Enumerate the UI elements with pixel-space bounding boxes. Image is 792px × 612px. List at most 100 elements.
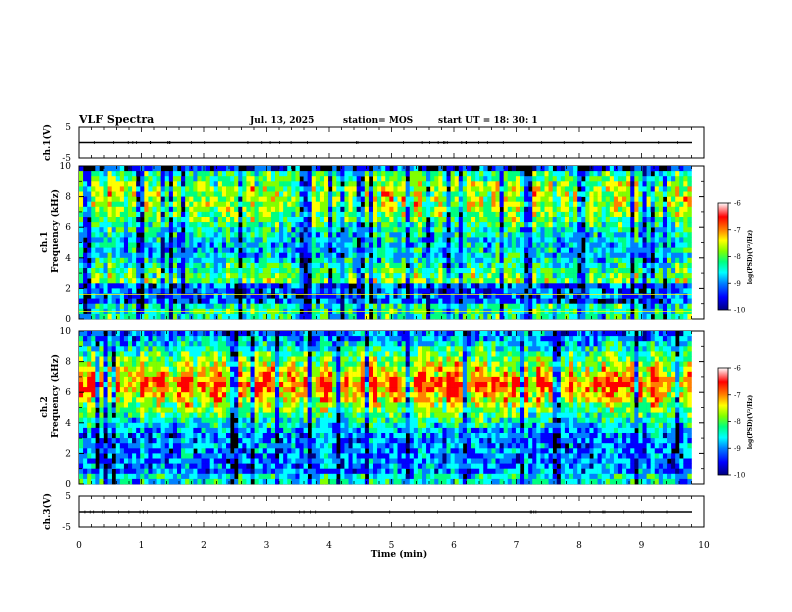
spectrogram-cell bbox=[511, 273, 517, 279]
spectrogram-cell bbox=[548, 237, 553, 243]
spectrogram-cell bbox=[185, 313, 190, 320]
spectrogram-cell bbox=[132, 453, 137, 459]
spectrogram-cell bbox=[128, 303, 133, 310]
spectrogram-cell bbox=[132, 478, 137, 485]
spectrogram-cell bbox=[336, 181, 341, 187]
spectrogram-cell bbox=[658, 278, 664, 284]
spectrogram-cell bbox=[544, 227, 549, 233]
spectrogram-cell bbox=[450, 293, 455, 299]
spectrogram-cell bbox=[430, 293, 435, 299]
spectrogram-cell bbox=[160, 417, 166, 424]
spectrogram-cell bbox=[687, 211, 692, 218]
spectrogram-cell bbox=[397, 217, 402, 223]
spectrogram-cell bbox=[99, 371, 104, 378]
spectrogram-cell bbox=[79, 407, 84, 413]
spectrogram-cell bbox=[658, 303, 664, 310]
spectrogram-cell bbox=[393, 278, 398, 284]
spectrogram-cell bbox=[266, 247, 272, 253]
spectrogram-cell bbox=[205, 268, 210, 274]
spectrogram-cell bbox=[156, 171, 161, 177]
spectrogram-cell bbox=[564, 191, 570, 197]
spectrogram-cell bbox=[83, 331, 88, 337]
spectrogram-cell bbox=[544, 171, 549, 177]
spectrogram-cell bbox=[254, 217, 259, 223]
spectrogram-cell bbox=[119, 171, 125, 177]
spectrogram-cell bbox=[434, 257, 439, 264]
spectrogram-cell bbox=[250, 262, 255, 269]
spectrogram-cell bbox=[119, 448, 125, 454]
spectrogram-cell bbox=[91, 171, 96, 177]
spectrogram-cell bbox=[172, 407, 178, 413]
spectrogram-cell bbox=[99, 412, 104, 418]
spectrogram-cell bbox=[471, 293, 476, 299]
spectrogram-cell bbox=[275, 206, 280, 213]
spectrogram-cell bbox=[91, 468, 96, 475]
spectrogram-cell bbox=[95, 196, 100, 202]
spectrogram-cell bbox=[283, 232, 288, 238]
spectrogram-cell bbox=[115, 336, 121, 342]
spectrogram-cell bbox=[389, 247, 394, 253]
spectrogram-cell bbox=[83, 206, 88, 213]
spectrogram-cell bbox=[115, 191, 121, 197]
spectrogram-cell bbox=[217, 206, 223, 213]
spectrogram-cell bbox=[205, 247, 210, 253]
spectrogram-cell bbox=[234, 176, 239, 182]
spectrogram-cell bbox=[560, 268, 566, 274]
spectrogram-cell bbox=[87, 402, 92, 408]
spectrogram-cell bbox=[226, 242, 231, 248]
spectrogram-cell bbox=[650, 186, 656, 192]
spectrogram-cell bbox=[503, 293, 509, 299]
spectrogram-cell bbox=[658, 257, 664, 264]
spectrogram-cell bbox=[507, 288, 513, 294]
spectrogram-cell bbox=[258, 262, 264, 269]
spectrogram-cell bbox=[577, 217, 582, 223]
spectrogram-cell bbox=[405, 252, 411, 259]
spectrogram-cell bbox=[83, 422, 88, 429]
spectrogram-cell bbox=[654, 217, 660, 223]
spectrogram-cell bbox=[446, 217, 451, 223]
spectrogram-cell bbox=[295, 201, 300, 208]
spectrogram-cell bbox=[475, 293, 480, 299]
spectrogram-cell bbox=[189, 181, 194, 187]
spectrogram-cell bbox=[560, 247, 566, 253]
spectrogram-cell bbox=[79, 298, 84, 304]
spectrogram-cell bbox=[377, 257, 382, 264]
spectrogram-cell bbox=[111, 293, 117, 299]
spectrogram-cell bbox=[524, 298, 529, 304]
spectrogram-cell bbox=[377, 293, 382, 299]
spectrogram-cell bbox=[144, 433, 149, 439]
spectrogram-cell bbox=[311, 176, 317, 182]
spectrogram-cell bbox=[254, 257, 259, 264]
spectrogram-cell bbox=[356, 211, 362, 218]
spectrogram-cell bbox=[479, 176, 484, 182]
spectrogram-cell bbox=[417, 242, 423, 248]
spectrogram-cell bbox=[417, 217, 423, 223]
spectrogram-cell bbox=[548, 181, 553, 187]
spectrogram-cell bbox=[450, 262, 455, 269]
spectrogram-cell bbox=[601, 201, 607, 208]
spectrogram-cell bbox=[687, 278, 692, 284]
spectrogram-cell bbox=[185, 227, 190, 233]
spectrogram-cell bbox=[115, 171, 121, 177]
spectrogram-cell bbox=[332, 247, 337, 253]
spectrogram-cell bbox=[111, 376, 117, 383]
spectrogram-cell bbox=[605, 268, 611, 274]
spectrogram-cell bbox=[95, 288, 100, 294]
spectrogram-cell bbox=[262, 252, 268, 259]
spectrogram-cell bbox=[103, 298, 108, 304]
spectrogram-cell bbox=[181, 268, 186, 274]
spectrogram-cell bbox=[630, 252, 635, 259]
spectrogram-cell bbox=[364, 191, 370, 197]
spectrogram-cell bbox=[315, 186, 321, 192]
spectrogram-cell bbox=[618, 191, 623, 197]
spectrogram-cell bbox=[442, 257, 447, 264]
spectrogram-cell bbox=[148, 387, 153, 393]
spectrogram-cell bbox=[438, 288, 443, 294]
spectrogram-cell bbox=[164, 407, 170, 413]
spectrogram-cell bbox=[144, 217, 149, 223]
spectrogram-cell bbox=[99, 468, 104, 475]
spectrogram-cell bbox=[299, 232, 304, 238]
spectrogram-cell bbox=[160, 288, 166, 294]
spectrogram-cell bbox=[524, 222, 529, 228]
spectrogram-cell bbox=[287, 247, 292, 253]
